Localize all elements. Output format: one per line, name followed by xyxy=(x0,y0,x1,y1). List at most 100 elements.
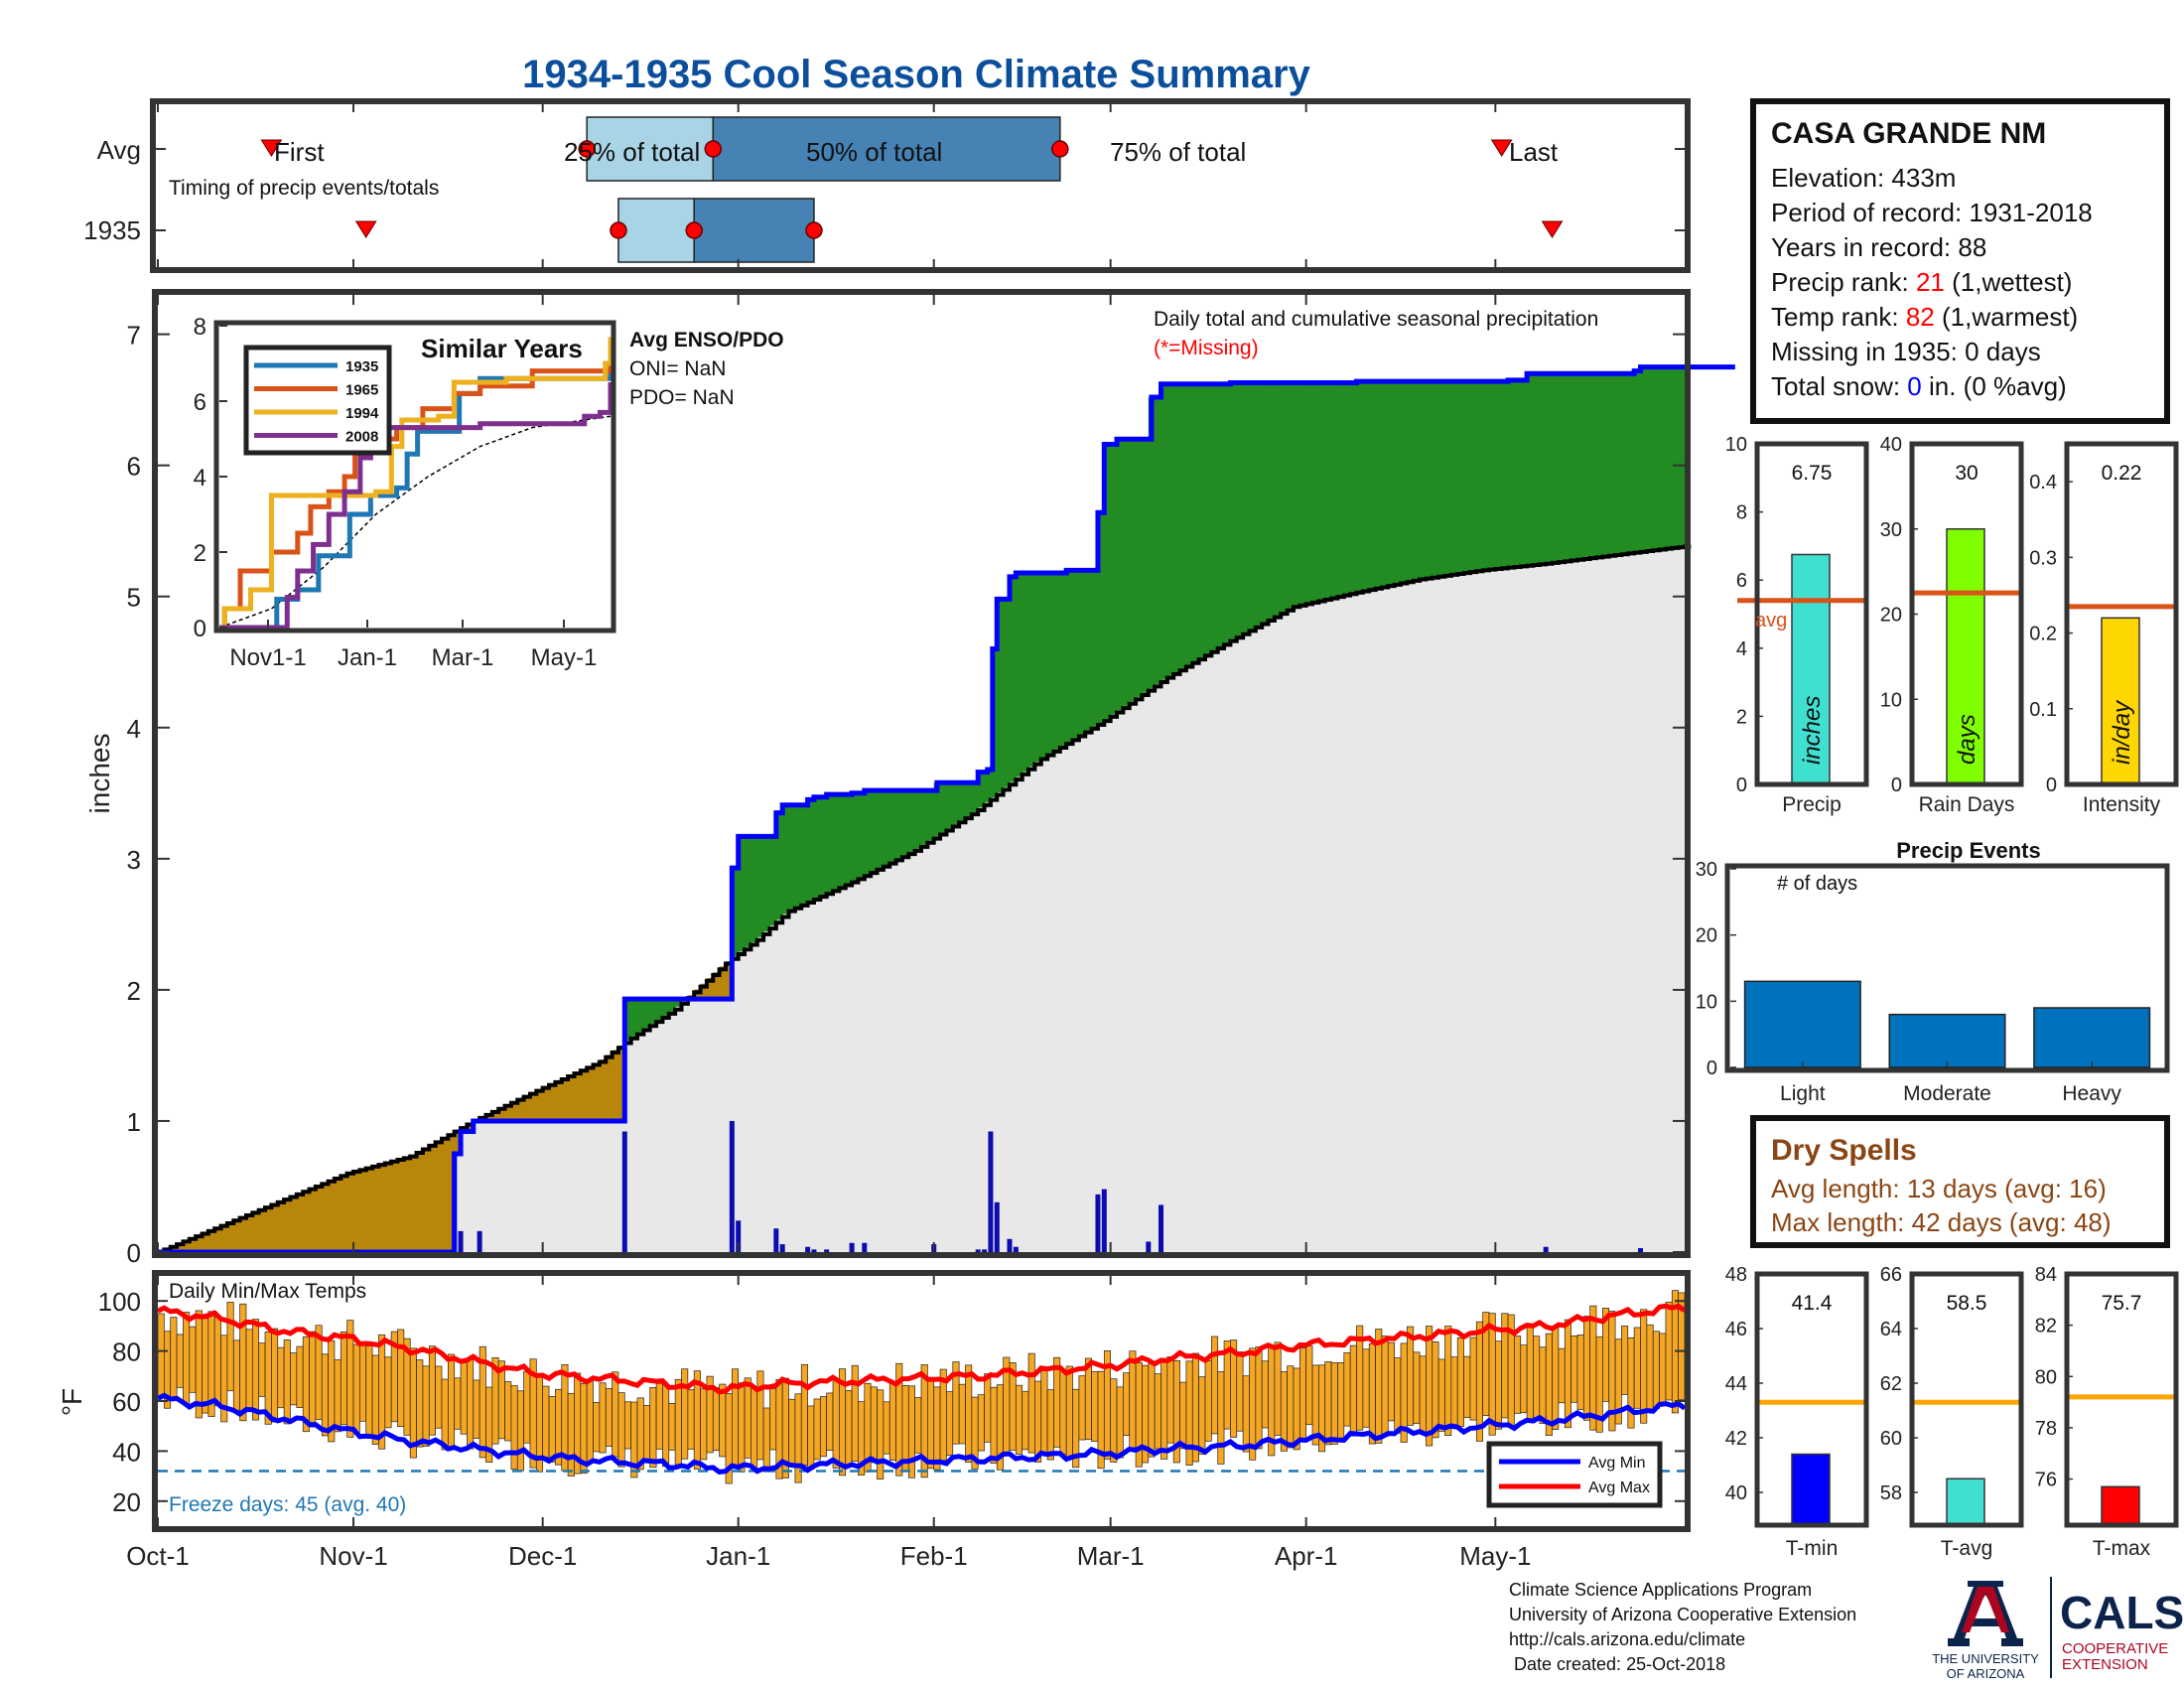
precip-y-tick-label: 8 xyxy=(1736,502,1747,524)
daily-temp-bar xyxy=(454,1377,462,1430)
main-y-tick-label: 4 xyxy=(127,714,141,744)
temp-y-tick-label: 80 xyxy=(112,1337,141,1367)
daily-temp-bar xyxy=(271,1328,279,1423)
daily-temp-bar xyxy=(649,1387,657,1469)
above-average-fill xyxy=(1476,381,1484,571)
above-average-fill xyxy=(794,804,802,908)
t-max-panel-frame xyxy=(2064,1271,2179,1528)
oni-label: ONI= NaN xyxy=(629,357,726,380)
below-average-fill xyxy=(334,1177,341,1252)
daily-temp-bar xyxy=(1091,1370,1099,1442)
daily-temp-bar xyxy=(687,1389,695,1450)
precip-y-tick-label: 4 xyxy=(1736,638,1747,660)
above-average-fill xyxy=(1104,444,1112,719)
timing-p75-label: 75% of total xyxy=(1110,137,1246,167)
above-average-fill xyxy=(1608,373,1616,556)
daily-temp-bar xyxy=(359,1344,367,1422)
daily-temp-bar xyxy=(516,1390,524,1472)
above-average-fill xyxy=(883,790,890,866)
above-average-fill xyxy=(1185,383,1193,665)
below-average-fill xyxy=(403,1157,411,1252)
daily-temp-bar xyxy=(170,1317,178,1401)
timing-1935-last-marker xyxy=(1541,220,1564,238)
inset-legend-label-1965: 1965 xyxy=(345,382,378,399)
above-average-fill xyxy=(877,790,885,869)
daily-temp-bar xyxy=(883,1401,890,1455)
precip-events-frame xyxy=(1724,863,2170,1073)
t-max-y-tick-label: 78 xyxy=(2035,1418,2057,1440)
daily-temp-bar xyxy=(744,1377,751,1459)
above-average-fill xyxy=(1262,382,1270,623)
above-average-fill xyxy=(1401,381,1408,583)
daily-temp-bar xyxy=(1078,1375,1086,1441)
daily-temp-bar xyxy=(1305,1345,1313,1426)
daily-temp-bar xyxy=(1582,1316,1591,1421)
daily-temp-bar xyxy=(1324,1360,1332,1446)
daily-temp-bar xyxy=(888,1383,896,1461)
daily-temp-bar xyxy=(1444,1326,1452,1436)
above-average-fill xyxy=(845,794,853,885)
t-max-y-tick-label: 82 xyxy=(2035,1316,2057,1337)
above-average-fill xyxy=(1665,366,1673,549)
daily-temp-bar xyxy=(946,1391,954,1457)
timing-avg-dark-box xyxy=(712,116,1061,182)
daily-temp-bar xyxy=(655,1382,663,1450)
temp-y-tick-label: 100 xyxy=(98,1287,141,1317)
inset-y-tick-label: 2 xyxy=(194,540,206,567)
daily-temp-bar xyxy=(933,1386,941,1471)
below-average-fill xyxy=(410,1154,418,1252)
main-y-tick-label: 1 xyxy=(127,1107,141,1137)
daily-temp-bar xyxy=(1533,1336,1541,1418)
t-avg-y-tick-label: 58 xyxy=(1880,1482,1902,1504)
daily-temp-bar xyxy=(668,1403,676,1451)
daily-temp-bar xyxy=(1015,1384,1024,1455)
above-average-fill xyxy=(1533,373,1541,565)
inset-x-tick-label: Jan-1 xyxy=(338,644,397,671)
above-average-fill xyxy=(1281,382,1289,613)
above-average-fill xyxy=(1110,444,1118,715)
station-snow: Total snow: 0 in. (0 %avg) xyxy=(1771,371,2067,401)
below-average-fill xyxy=(485,1113,493,1121)
date-axis-label: Feb-1 xyxy=(900,1541,968,1571)
above-average-fill xyxy=(1318,382,1326,601)
footer: Climate Science Applications Program Uni… xyxy=(1509,1580,1856,1674)
daily-temp-bar xyxy=(1463,1355,1471,1418)
below-average-fill xyxy=(202,1232,209,1252)
daily-temp-bar xyxy=(1179,1381,1187,1450)
above-average-fill xyxy=(1066,570,1074,743)
above-average-fill xyxy=(1249,382,1257,630)
below-average-fill xyxy=(593,1062,601,1121)
above-average-fill xyxy=(839,794,847,887)
above-average-fill xyxy=(1053,572,1061,750)
daily-temp-bar xyxy=(1298,1347,1307,1441)
daily-precip-bar xyxy=(1638,1248,1644,1252)
below-average-fill xyxy=(523,1095,531,1121)
main-y-tick-label: 2 xyxy=(127,976,141,1006)
daily-temp-bar xyxy=(914,1397,922,1454)
daily-precip-bar xyxy=(1095,1194,1101,1252)
daily-temp-bar xyxy=(807,1405,815,1471)
daily-temp-bar xyxy=(1022,1390,1029,1451)
daily-temp-bar xyxy=(1640,1309,1648,1424)
daily-temp-bar xyxy=(251,1319,260,1421)
daily-temp-bar xyxy=(441,1378,449,1451)
temp-rank-value: 82 xyxy=(1906,302,1935,332)
daily-temp-bar xyxy=(1110,1378,1118,1463)
above-average-fill xyxy=(1047,572,1055,754)
t-max-value-label: 75.7 xyxy=(2102,1292,2142,1315)
above-average-fill xyxy=(1198,383,1206,658)
t-avg-y-tick-label: 64 xyxy=(1880,1319,1902,1340)
daily-temp-bar xyxy=(1217,1371,1225,1465)
daily-temp-bar xyxy=(927,1378,935,1470)
above-average-fill xyxy=(1142,439,1150,693)
above-average-fill xyxy=(1388,381,1396,586)
above-average-fill xyxy=(908,790,916,853)
below-average-fill xyxy=(277,1200,285,1252)
timing-1935-light-box xyxy=(617,198,695,263)
daily-temp-bar xyxy=(1337,1362,1345,1442)
below-average-fill xyxy=(183,1240,191,1252)
rain-days-y-tick-label: 0 xyxy=(1891,774,1902,796)
above-average-fill xyxy=(763,836,771,931)
rain-days-y-tick-label: 40 xyxy=(1880,434,1902,456)
intensity-unit-label: in/day xyxy=(2109,699,2135,765)
